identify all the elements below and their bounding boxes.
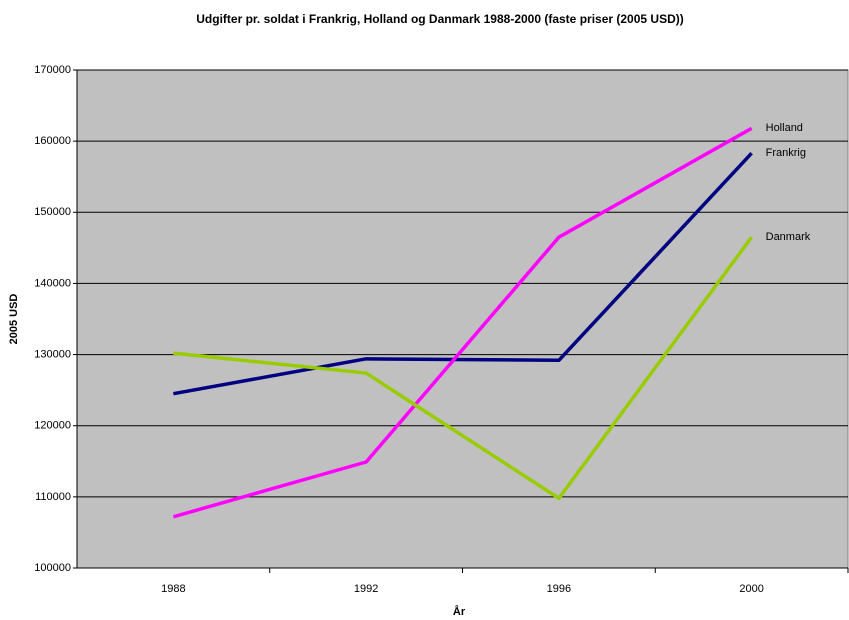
x-tick-label: 1996 (547, 583, 571, 595)
y-tick-label: 100000 (34, 562, 71, 574)
x-axis-title: År (453, 605, 466, 618)
series-label: Frankrig (766, 147, 806, 159)
series-line (173, 236, 754, 501)
x-tick-label: 2000 (739, 583, 763, 595)
x-tick-label: 1988 (161, 583, 185, 595)
plot-area (76, 69, 849, 569)
y-tick-label: 130000 (34, 348, 71, 360)
y-tick-label: 160000 (34, 135, 71, 147)
y-tick-label: 150000 (34, 206, 71, 218)
series-label: Danmark (766, 231, 811, 243)
x-tick-label: 1992 (354, 583, 378, 595)
y-tick-label: 110000 (35, 491, 71, 503)
series-line (172, 126, 753, 519)
y-axis-title: 2005 USD (8, 294, 20, 345)
series-label: Holland (766, 122, 803, 134)
y-tick-label: 140000 (34, 277, 71, 289)
series-line (173, 152, 753, 396)
y-tick-label: 120000 (34, 420, 71, 432)
y-tick-label: 170000 (34, 64, 71, 76)
chart-title: Udgifter pr. soldat i Frankrig, Holland … (196, 12, 683, 26)
